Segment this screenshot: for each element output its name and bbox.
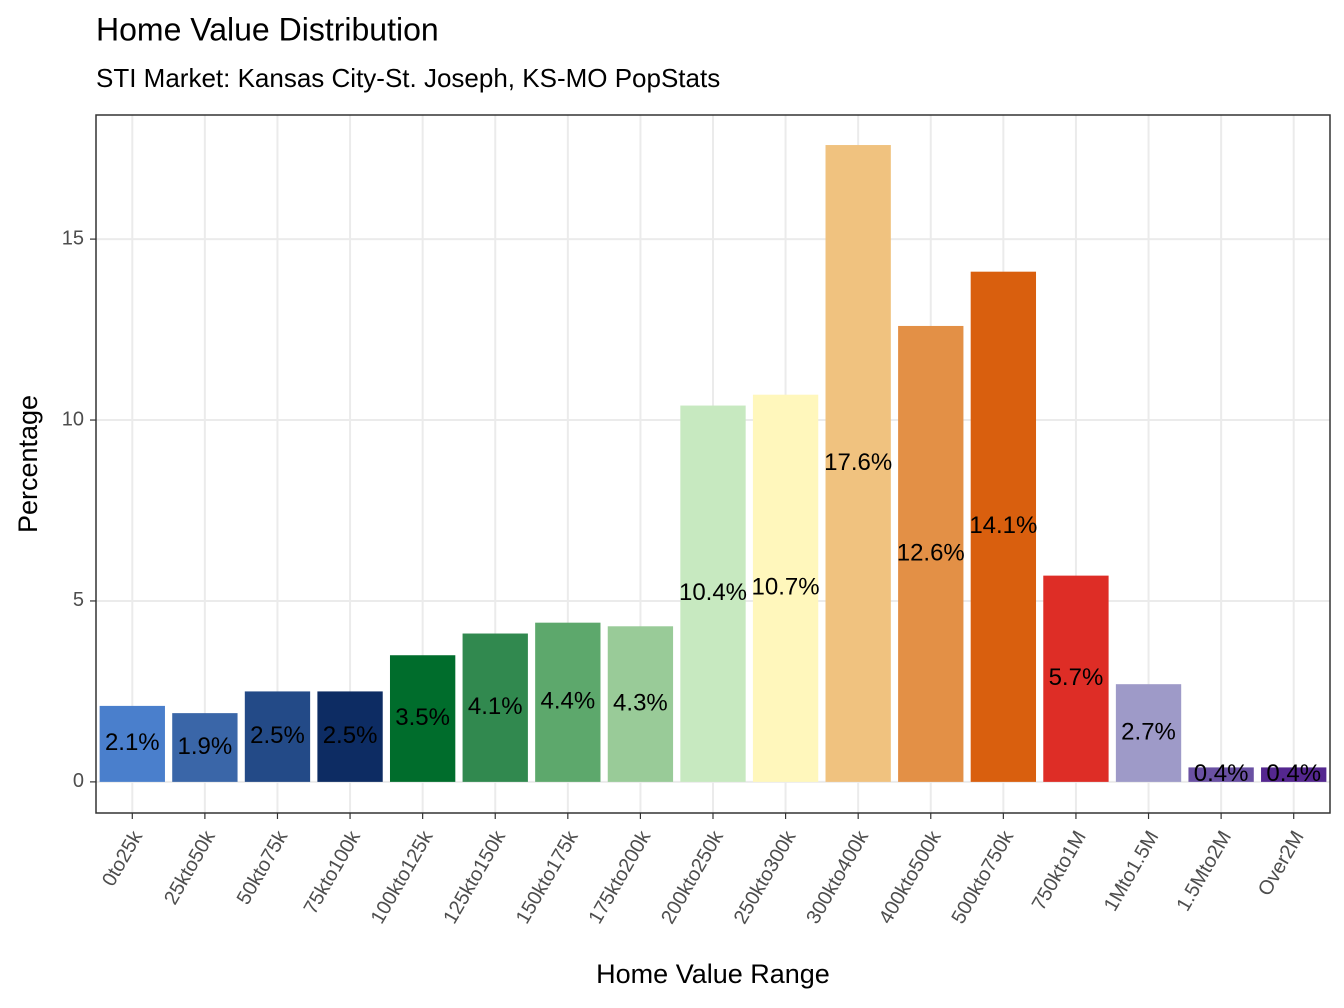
bar bbox=[389, 655, 456, 782]
value-label: 2.7% bbox=[1121, 718, 1176, 745]
value-label: 12.6% bbox=[897, 539, 965, 566]
x-tick-label: 750kto1M bbox=[1028, 827, 1091, 914]
bar bbox=[462, 633, 528, 782]
value-label: 4.3% bbox=[613, 689, 668, 716]
y-tick-label: 10 bbox=[62, 408, 84, 430]
bar bbox=[898, 325, 964, 782]
bar bbox=[1043, 575, 1109, 782]
y-tick-label: 0 bbox=[73, 770, 84, 792]
y-axis-title: Percentage bbox=[13, 395, 43, 533]
value-label: 4.1% bbox=[468, 693, 523, 720]
value-label: 10.7% bbox=[752, 574, 820, 601]
value-label: 10.4% bbox=[679, 579, 747, 606]
chart-title: Home Value Distribution bbox=[96, 11, 439, 47]
value-label: 2.5% bbox=[323, 722, 378, 749]
x-tick-label: 0to25k bbox=[98, 826, 148, 890]
x-tick-label: 25kto50k bbox=[160, 826, 220, 908]
bar bbox=[680, 405, 746, 782]
bar bbox=[752, 394, 819, 782]
x-tick-label: 150kto175k bbox=[512, 826, 583, 927]
x-tick-label: 75kto100k bbox=[300, 826, 366, 918]
bar bbox=[1115, 684, 1182, 782]
x-tick-label: 1.5Mto2M bbox=[1173, 827, 1237, 915]
value-label: 2.5% bbox=[250, 722, 305, 749]
x-tick-label: 175kto200k bbox=[585, 826, 656, 927]
bar bbox=[99, 705, 165, 782]
x-axis-title: Home Value Range bbox=[596, 959, 830, 989]
value-label: 0.4% bbox=[1194, 760, 1249, 787]
value-label: 5.7% bbox=[1049, 664, 1104, 691]
value-label: 4.4% bbox=[540, 688, 595, 715]
value-label: 17.6% bbox=[824, 449, 892, 476]
bar bbox=[825, 145, 891, 782]
x-tick-label: 300kto400k bbox=[802, 826, 873, 927]
y-tick-label: 5 bbox=[73, 589, 84, 611]
bar bbox=[535, 622, 601, 782]
x-tick-label: 50kto75k bbox=[233, 826, 293, 908]
bar bbox=[244, 691, 311, 782]
bar bbox=[970, 271, 1037, 782]
x-tick-label: 1Mto1.5M bbox=[1100, 827, 1164, 915]
bar bbox=[172, 713, 238, 782]
x-tick-label: 200kto250k bbox=[657, 826, 728, 927]
value-label: 1.9% bbox=[178, 733, 233, 760]
value-label: 0.4% bbox=[1266, 760, 1321, 787]
bar bbox=[317, 691, 383, 782]
value-label: 3.5% bbox=[395, 704, 450, 731]
value-label: 14.1% bbox=[969, 512, 1037, 539]
bar bbox=[1261, 767, 1327, 782]
x-tick-label: 100kto125k bbox=[367, 826, 438, 927]
x-tick-label: Over2M bbox=[1254, 827, 1309, 900]
chart-subtitle: STI Market: Kansas City-St. Joseph, KS-M… bbox=[96, 63, 720, 93]
y-tick-label: 15 bbox=[62, 227, 84, 249]
x-tick-label: 125kto150k bbox=[439, 826, 510, 927]
value-label: 2.1% bbox=[105, 729, 160, 756]
x-tick-label: 250kto300k bbox=[730, 826, 801, 927]
bar bbox=[607, 626, 674, 782]
bar bbox=[1188, 767, 1254, 782]
x-tick-label: 500kto750k bbox=[947, 826, 1018, 927]
x-tick-label: 400kto500k bbox=[875, 826, 946, 927]
plot-border bbox=[95, 114, 1331, 814]
